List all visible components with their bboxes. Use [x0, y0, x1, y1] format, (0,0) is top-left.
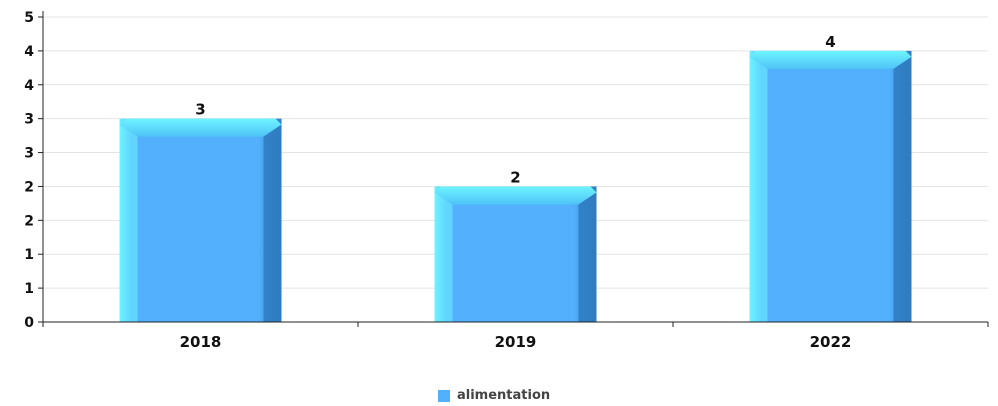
bars — [119, 50, 912, 323]
x-tick-label: 2018 — [180, 333, 222, 351]
bar-right-bevel — [578, 192, 597, 322]
axes — [38, 11, 989, 327]
data-label: 4 — [825, 33, 835, 51]
legend-swatch — [438, 389, 450, 402]
data-label: 3 — [195, 101, 205, 119]
x-tick-label: 2022 — [810, 333, 852, 351]
bar-left-bevel — [119, 124, 138, 323]
legend: alimentation — [438, 388, 550, 403]
labels: 0 1 1 2 2 3 3 4 4 5 3 2018 2 2019 4 2022 — [24, 10, 851, 351]
y-tick-label: 2 — [24, 213, 34, 229]
bar-right-bevel — [263, 124, 282, 323]
bar-top-bevel — [434, 186, 597, 205]
bar-top-bevel — [119, 118, 282, 137]
y-tick-label: 2 — [24, 179, 34, 195]
y-tick-label: 1 — [24, 281, 34, 297]
bar-left-bevel — [434, 192, 453, 322]
y-tick-label: 1 — [24, 247, 34, 263]
y-tick-label: 3 — [24, 146, 34, 162]
bar — [749, 50, 912, 323]
bar — [434, 186, 597, 322]
y-tick-label: 4 — [24, 78, 34, 94]
y-tick-label: 4 — [24, 44, 34, 60]
data-label: 2 — [510, 168, 520, 186]
bar-body — [749, 50, 912, 323]
bar — [119, 118, 282, 323]
bar-left-bevel — [749, 56, 768, 323]
bar-body — [119, 118, 282, 323]
bar-right-bevel — [893, 56, 912, 323]
y-tick-label: 3 — [24, 112, 34, 128]
y-tick-label: 0 — [24, 315, 34, 331]
bar-body — [434, 186, 597, 322]
bar-top-bevel — [749, 50, 912, 69]
y-tick-label: 5 — [24, 10, 34, 26]
x-tick-label: 2019 — [495, 333, 537, 351]
legend-label: alimentation — [457, 388, 551, 403]
